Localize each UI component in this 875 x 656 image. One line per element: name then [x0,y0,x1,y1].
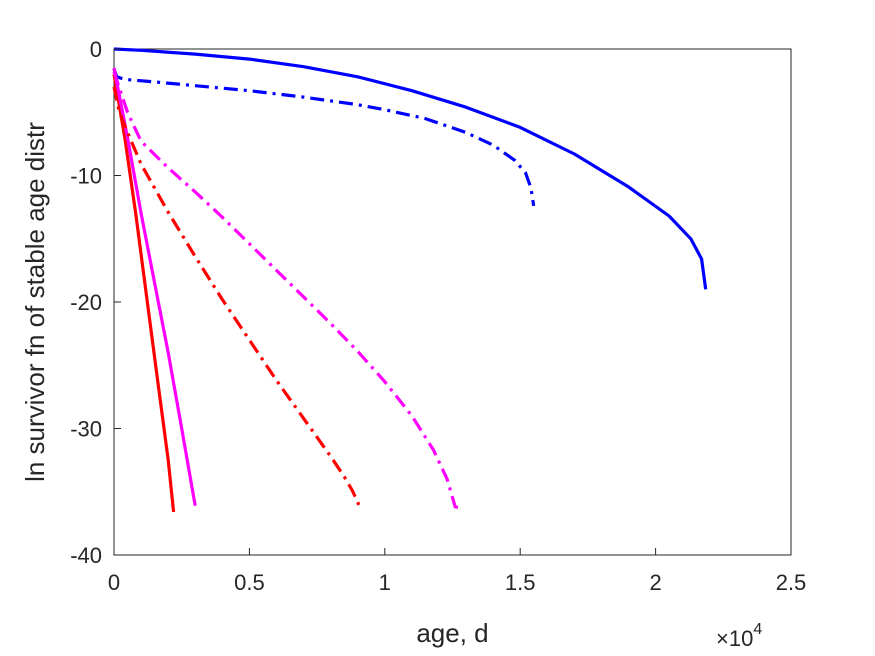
series-line-5 [112,86,362,509]
y-tick-label: -30 [70,417,102,442]
y-tick-label: 0 [90,37,102,62]
x-tick-label: 2 [649,570,661,595]
ticks-layer: 0 0.5 1 1.5 2 2.5 0 -10 -20 -30 -40 [70,37,806,595]
x-axis-label: age, d [416,618,488,648]
series-line-3 [112,74,176,513]
series-line-1 [113,47,708,290]
series-line-6 [112,71,464,510]
x-axis-multiplier-exponent: 4 [753,621,762,638]
x-tick-label: 2.5 [776,570,807,595]
y-axis-label: ln survivor fn of stable age distr [20,122,50,482]
x-axis-multiplier-base: ×10 [716,626,753,651]
x-tick-label: 1 [379,570,391,595]
y-tick-label: -20 [70,290,102,315]
series-line-2 [112,68,536,207]
x-tick-label: 0.5 [234,570,265,595]
series-layer [112,47,708,513]
y-tick-label: -40 [70,543,102,568]
x-tick-label: 1.5 [505,570,536,595]
x-tick-label: 0 [108,570,120,595]
plot-area [113,48,792,556]
x-axis-multiplier: ×104 [716,621,762,651]
y-tick-label: -10 [70,164,102,189]
series-line-4 [112,67,197,506]
